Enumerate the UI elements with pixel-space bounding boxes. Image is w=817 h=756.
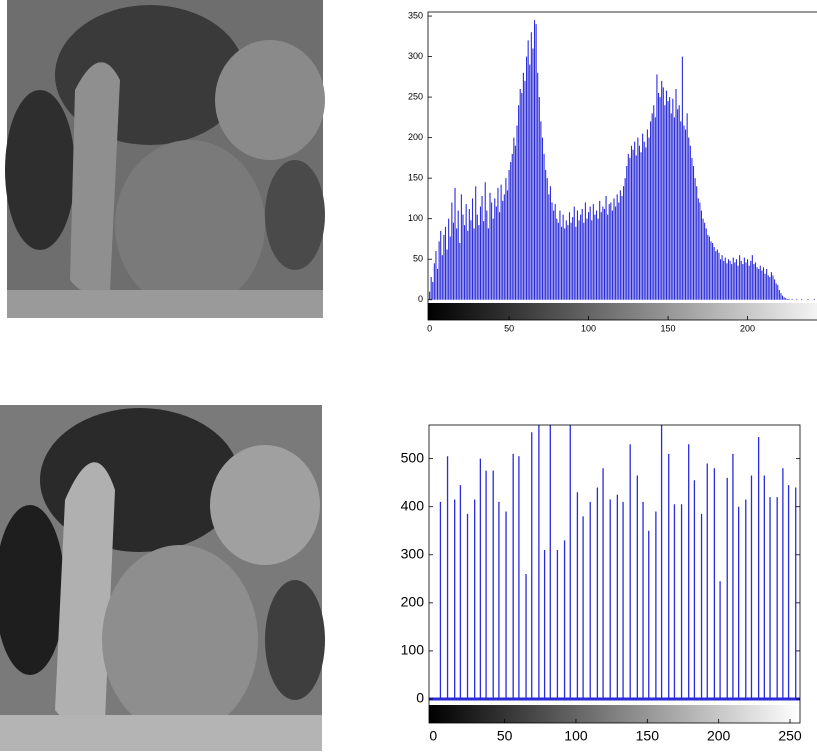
x-tick-label: 0 <box>427 323 432 333</box>
x-tick-label: 250 <box>778 728 802 744</box>
y-tick-label: 0 <box>416 690 424 706</box>
y-tick-label: 400 <box>401 497 425 513</box>
y-tick-label: 200 <box>401 594 425 610</box>
axes-frame <box>428 424 801 724</box>
x-tick-label: 50 <box>504 323 514 333</box>
y-tick-label: 300 <box>401 545 425 561</box>
x-tick-label: 100 <box>581 323 596 333</box>
x-tick-label: 100 <box>564 728 588 744</box>
axes-frame <box>427 11 817 321</box>
y-tick-label: 100 <box>401 642 425 658</box>
y-tick-label: 500 <box>401 449 425 465</box>
y-tick-label: 150 <box>408 173 423 183</box>
x-tick-label: 200 <box>740 323 755 333</box>
y-tick-label: 50 <box>413 254 423 264</box>
data-layer <box>429 20 815 300</box>
photo-equalized <box>0 405 325 751</box>
data-layer <box>429 425 800 701</box>
plot-area <box>429 425 800 723</box>
colorbar <box>429 705 800 723</box>
x-tick-label: 0 <box>429 728 437 744</box>
histogram-equalized: 0 100 200 300 400 500 0 50 100 150 200 250 <box>401 424 802 744</box>
x-tick-label: 150 <box>661 323 676 333</box>
y-tick-label: 350 <box>408 10 423 20</box>
x-tick-label: 200 <box>707 728 731 744</box>
y-tick-label: 250 <box>408 91 423 101</box>
x-tick-label: 50 <box>497 728 513 744</box>
y-tick-label: 200 <box>408 132 423 142</box>
photo-original <box>5 0 325 318</box>
colorbar <box>428 303 817 320</box>
y-tick-label: 100 <box>408 213 423 223</box>
y-tick-label: 0 <box>418 294 423 304</box>
histogram-original: 050100150200250300350050100150200250 <box>408 10 817 333</box>
y-tick-label: 300 <box>408 51 423 61</box>
x-tick-label: 150 <box>636 728 660 744</box>
